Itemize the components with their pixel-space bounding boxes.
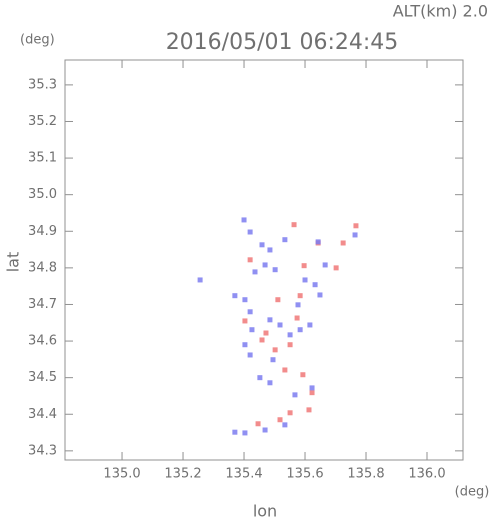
point bbox=[242, 318, 248, 324]
point bbox=[252, 269, 258, 275]
plot-frame bbox=[64, 59, 464, 461]
point bbox=[197, 277, 203, 283]
x-tick-label: 135.4 bbox=[225, 467, 262, 482]
y-tick-label: 34.9 bbox=[28, 224, 57, 239]
point bbox=[300, 372, 306, 378]
point bbox=[263, 330, 269, 336]
point bbox=[312, 282, 318, 288]
point bbox=[309, 385, 315, 391]
point bbox=[353, 223, 359, 229]
point bbox=[255, 421, 261, 427]
x-tick-label: 135.8 bbox=[347, 467, 384, 482]
point bbox=[232, 429, 238, 435]
point bbox=[294, 315, 300, 321]
altitude-label: ALT(km) 2.0 bbox=[393, 2, 488, 21]
point bbox=[272, 347, 278, 353]
point bbox=[275, 297, 281, 303]
point bbox=[291, 222, 297, 228]
point bbox=[287, 410, 293, 416]
point bbox=[242, 297, 248, 303]
y-unit: (deg) bbox=[20, 33, 55, 48]
y-axis-label: lat bbox=[4, 252, 23, 273]
point bbox=[282, 237, 288, 243]
point bbox=[295, 302, 301, 308]
point bbox=[247, 309, 253, 315]
point bbox=[277, 417, 283, 423]
point bbox=[322, 262, 328, 268]
point bbox=[317, 292, 323, 298]
point bbox=[297, 327, 303, 333]
point bbox=[297, 293, 303, 299]
x-tick-label: 136.0 bbox=[408, 467, 445, 482]
point bbox=[247, 352, 253, 358]
point bbox=[352, 232, 358, 238]
y-tick-label: 34.6 bbox=[28, 334, 57, 349]
point bbox=[287, 342, 293, 348]
y-tick-label: 35.0 bbox=[28, 187, 57, 202]
point bbox=[333, 265, 339, 271]
point bbox=[262, 427, 268, 433]
y-tick-label: 35.3 bbox=[28, 77, 57, 92]
point bbox=[340, 240, 346, 246]
point bbox=[242, 342, 248, 348]
x-unit: (deg) bbox=[455, 485, 490, 500]
point bbox=[277, 322, 283, 328]
point bbox=[267, 380, 273, 386]
point bbox=[301, 263, 307, 269]
point bbox=[306, 407, 312, 413]
point bbox=[302, 277, 308, 283]
point bbox=[270, 357, 276, 363]
y-tick-label: 34.4 bbox=[28, 407, 57, 422]
point bbox=[272, 267, 278, 273]
point bbox=[262, 262, 268, 268]
point bbox=[247, 229, 253, 235]
point bbox=[232, 293, 238, 299]
x-tick-label: 135.2 bbox=[164, 467, 201, 482]
chart-title: 2016/05/01 06:24:45 bbox=[166, 30, 399, 55]
point bbox=[257, 375, 263, 381]
point bbox=[309, 390, 315, 396]
y-tick-label: 34.8 bbox=[28, 260, 57, 275]
x-axis-label: lon bbox=[253, 502, 277, 521]
point bbox=[292, 392, 298, 398]
y-tick-label: 34.5 bbox=[28, 370, 57, 385]
y-tick-label: 34.7 bbox=[28, 297, 57, 312]
point bbox=[242, 430, 248, 436]
point bbox=[287, 332, 293, 338]
y-tick-label: 35.2 bbox=[28, 114, 57, 129]
x-tick-label: 135.6 bbox=[286, 467, 323, 482]
point bbox=[241, 217, 247, 223]
y-tick-label: 34.3 bbox=[28, 443, 57, 458]
point bbox=[282, 422, 288, 428]
point bbox=[307, 322, 313, 328]
point bbox=[247, 257, 253, 263]
point bbox=[267, 247, 273, 253]
point bbox=[282, 367, 288, 373]
point bbox=[259, 337, 265, 343]
y-tick-label: 35.1 bbox=[28, 151, 57, 166]
point bbox=[259, 242, 265, 248]
point bbox=[267, 317, 273, 323]
x-tick-label: 135.0 bbox=[103, 467, 140, 482]
point bbox=[315, 239, 321, 245]
point bbox=[249, 327, 255, 333]
